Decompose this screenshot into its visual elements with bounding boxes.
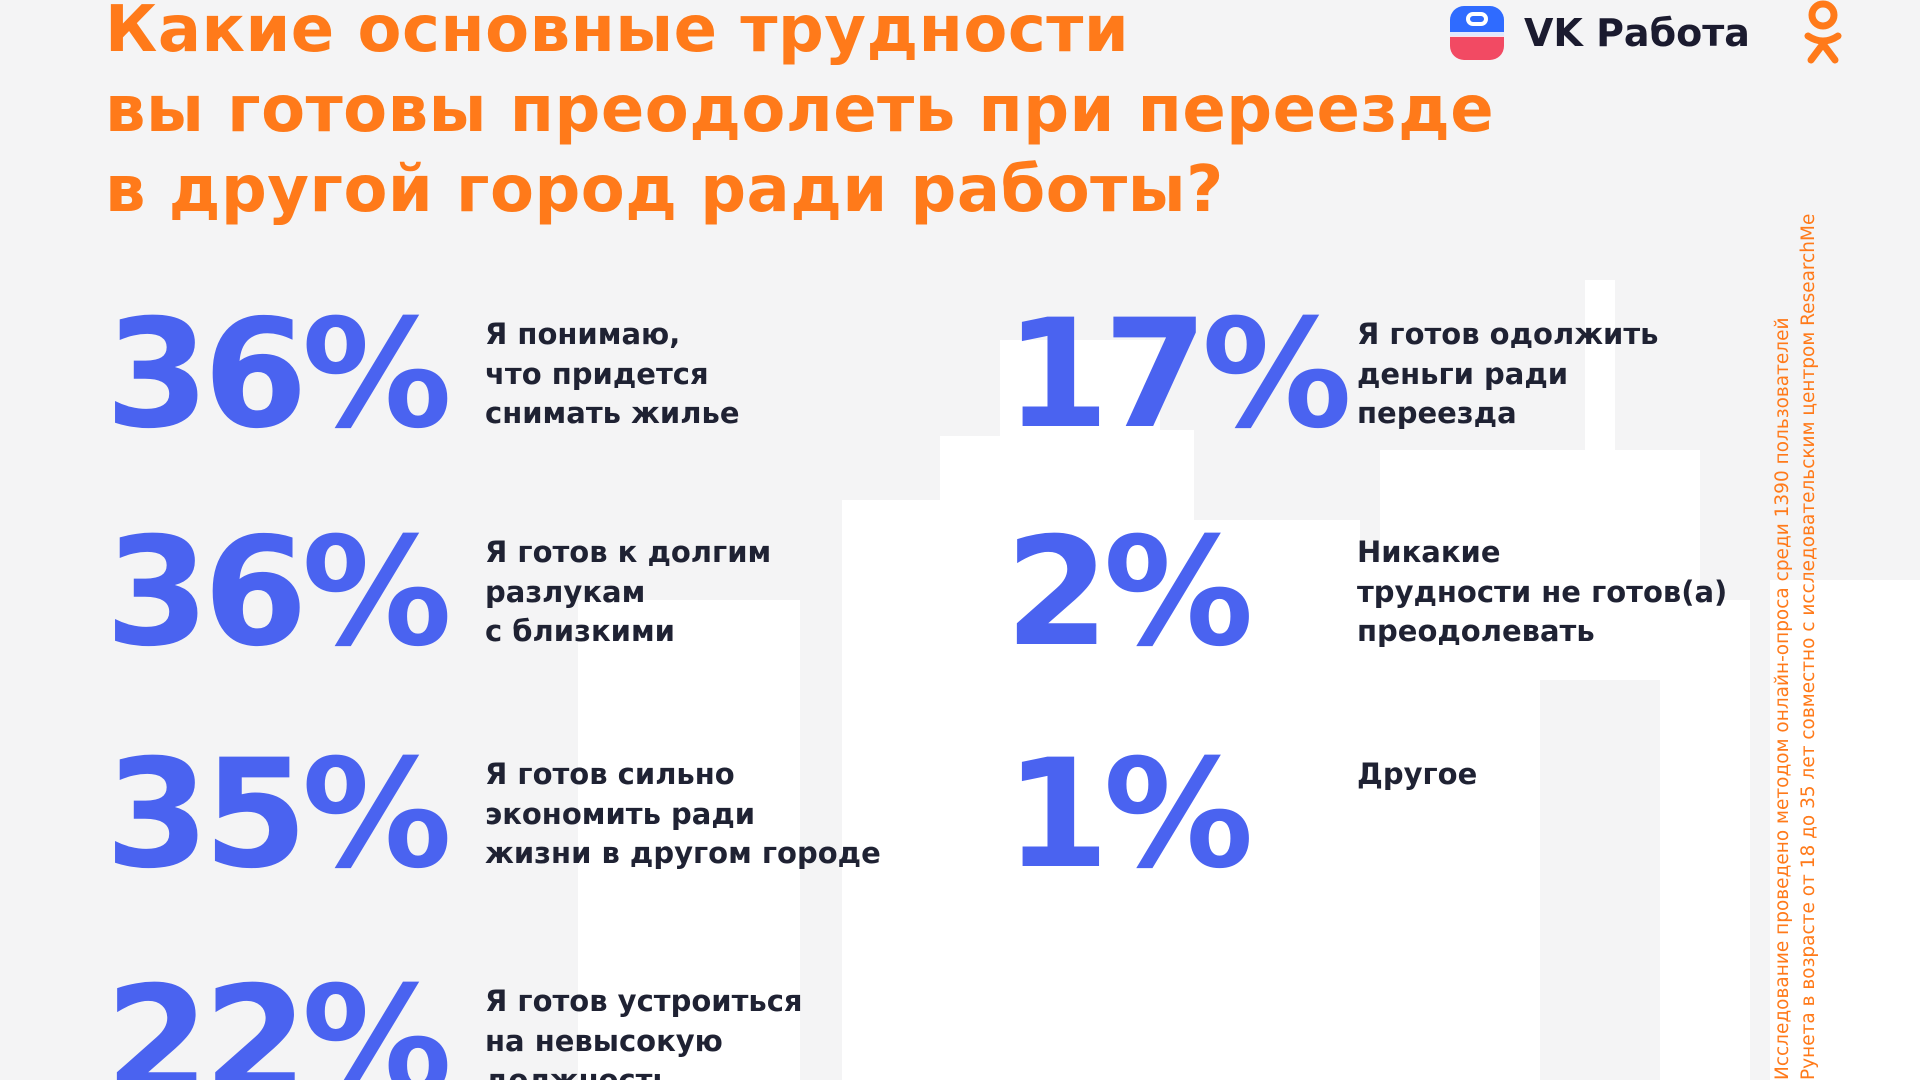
stat-description: Я готов сильно экономить ради жизни в др… [485,757,881,870]
vk-rabota-briefcase-icon [1450,6,1504,60]
stat-value: 22% [105,955,452,1080]
title-line-1: Какие основные трудности [105,0,1130,67]
stat-value: 36% [105,288,452,462]
stat-value: 2% [1005,506,1254,680]
title-line-3: в другой город ради работы? [105,153,1224,227]
page-title: Какие основные трудности вы готовы преод… [105,0,1495,230]
stat-value: 1% [1005,728,1254,902]
stat-description: Я понимаю, что придется снимать жилье [485,317,740,430]
stat-description: Другое [1357,757,1478,791]
odnoklassniki-icon [1804,0,1842,64]
stat-description: Никакие трудности не готов(а) преодолева… [1357,535,1728,648]
research-footnote: Исследование проведено методом онлайн-оп… [1772,213,1819,1080]
stat-description: Я готов устроиться на невысокую должност… [485,984,803,1080]
title-line-2: вы готовы преодолеть при переезде [105,73,1495,147]
brand-name: VK Работа [1524,11,1750,55]
stat-description: Я готов к долгим разлукам с близкими [485,535,772,648]
stat-description: Я готов одолжить деньги ради переезда [1357,317,1659,430]
brand-logo: VK Работа [1448,4,1750,62]
stat-value: 35% [105,728,452,902]
stat-value: 17% [1005,288,1352,462]
stat-value: 36% [105,506,452,680]
